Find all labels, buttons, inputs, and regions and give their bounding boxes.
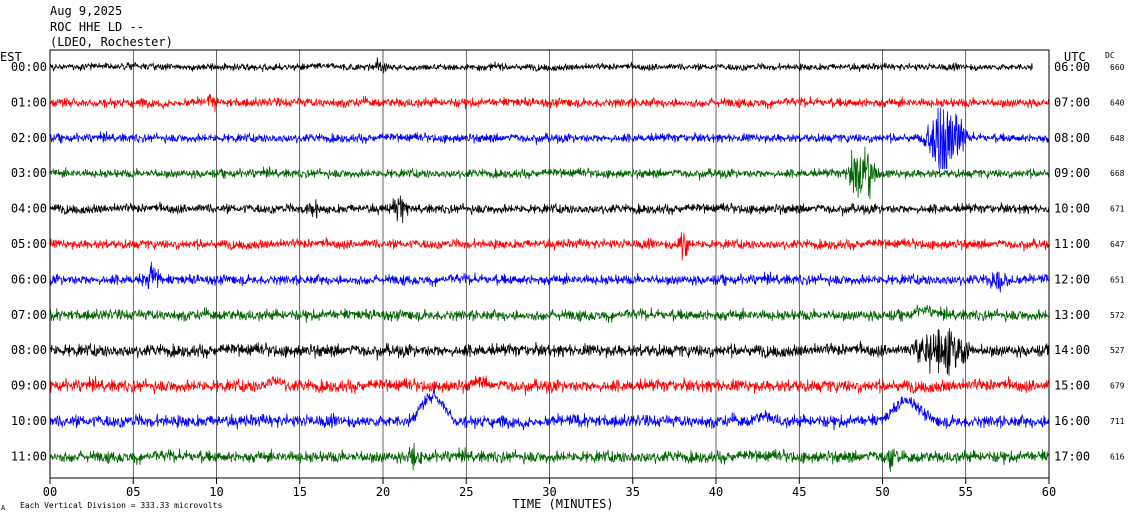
- utc-label-1200: 12:00: [1054, 272, 1090, 286]
- x-tick-label-45: 45: [792, 485, 806, 499]
- utc-label-1400: 14:00: [1054, 343, 1090, 357]
- dc-value-0: 660: [1110, 63, 1125, 72]
- utc-label-0600: 06:00: [1054, 60, 1090, 74]
- x-tick-label-60: 60: [1042, 485, 1056, 499]
- est-label-0800: 08:00: [11, 343, 47, 357]
- dc-value-11: 616: [1110, 452, 1125, 461]
- dc-value-1: 640: [1110, 98, 1125, 107]
- trace-0800: [49, 328, 1050, 376]
- x-axis: 00 05 10 15 20 25 30 35 40 45 50 55 60: [43, 478, 1056, 499]
- est-label-0200: 02:00: [11, 131, 47, 145]
- dc-value-4: 671: [1110, 205, 1125, 214]
- utc-label-1600: 16:00: [1054, 414, 1090, 428]
- right-timezone-label: UTC: [1064, 50, 1086, 64]
- est-label-0100: 01:00: [11, 95, 47, 109]
- est-label-0900: 09:00: [11, 379, 47, 393]
- header-network: (LDEO, Rochester): [50, 35, 173, 49]
- x-tick-label-40: 40: [709, 485, 723, 499]
- est-label-0300: 03:00: [11, 166, 47, 180]
- utc-label-1300: 13:00: [1054, 308, 1090, 322]
- x-tick-label-15: 15: [293, 485, 307, 499]
- trace-0100: [49, 93, 1050, 113]
- trace-0200: [49, 107, 1050, 170]
- dc-value-9: 679: [1110, 382, 1125, 391]
- dc-value-3: 668: [1110, 169, 1125, 178]
- trace-0900: [49, 375, 1050, 397]
- est-label-0400: 04:00: [11, 202, 47, 216]
- dc-offset-labels: 660 640 648 668 671 647 651 572 527 679 711 616: [1110, 63, 1125, 461]
- vertical-gridlines: [132, 50, 967, 478]
- scale-note-marker: A: [1, 504, 6, 512]
- dc-value-7: 572: [1110, 311, 1125, 320]
- utc-label-0900: 09:00: [1054, 166, 1090, 180]
- est-label-0000: 00:00: [11, 60, 47, 74]
- est-hour-labels: 00:00 01:00 02:00 03:00 04:00 05:00 06:00 07:00…: [11, 60, 47, 463]
- est-label-0700: 07:00: [11, 308, 47, 322]
- seismic-traces: [49, 57, 1050, 472]
- utc-label-1100: 11:00: [1054, 237, 1090, 251]
- dc-header-label: DC: [1105, 51, 1115, 60]
- trace-0500: [49, 232, 1050, 261]
- est-label-1100: 11:00: [11, 449, 47, 463]
- x-tick-label-55: 55: [959, 485, 973, 499]
- utc-label-1500: 15:00: [1054, 379, 1090, 393]
- utc-label-1000: 10:00: [1054, 202, 1090, 216]
- x-tick-label-20: 20: [376, 485, 390, 499]
- est-label-0500: 05:00: [11, 237, 47, 251]
- utc-label-1700: 17:00: [1054, 449, 1090, 463]
- x-tick-label-10: 10: [209, 485, 223, 499]
- est-label-1000: 10:00: [11, 414, 47, 428]
- header-station: ROC HHE LD --: [50, 20, 144, 34]
- x-tick-label-35: 35: [626, 485, 640, 499]
- dc-value-10: 711: [1110, 417, 1125, 426]
- trace-0000: [49, 57, 1033, 74]
- x-tick-label-30: 30: [542, 485, 556, 499]
- est-label-0600: 06:00: [11, 272, 47, 286]
- trace-1100: [49, 442, 1049, 472]
- x-tick-label-00: 00: [43, 485, 57, 499]
- trace-1000: [49, 390, 1050, 431]
- utc-label-0800: 08:00: [1054, 131, 1090, 145]
- utc-label-0700: 07:00: [1054, 95, 1090, 109]
- trace-0400: [49, 195, 1050, 224]
- header-date: Aug 9,2025: [50, 4, 122, 18]
- x-axis-title: TIME (MINUTES): [512, 497, 613, 511]
- dc-value-2: 648: [1110, 134, 1125, 143]
- dc-value-5: 647: [1110, 240, 1125, 249]
- x-tick-label-50: 50: [875, 485, 889, 499]
- left-timezone-label: EST: [0, 50, 22, 64]
- scale-note: Each Vertical Division = 333.33 microvol…: [20, 501, 222, 510]
- utc-hour-labels: 06:00 07:00 08:00 09:00 10:00 11:00 12:00 13:00…: [1054, 60, 1090, 463]
- trace-0600: [49, 261, 1050, 293]
- dc-value-8: 527: [1110, 346, 1125, 355]
- trace-0300: [49, 146, 1050, 200]
- trace-0700: [49, 304, 1050, 324]
- x-tick-label-25: 25: [459, 485, 473, 499]
- x-tick-label-05: 05: [126, 485, 140, 499]
- dc-value-6: 651: [1110, 275, 1125, 284]
